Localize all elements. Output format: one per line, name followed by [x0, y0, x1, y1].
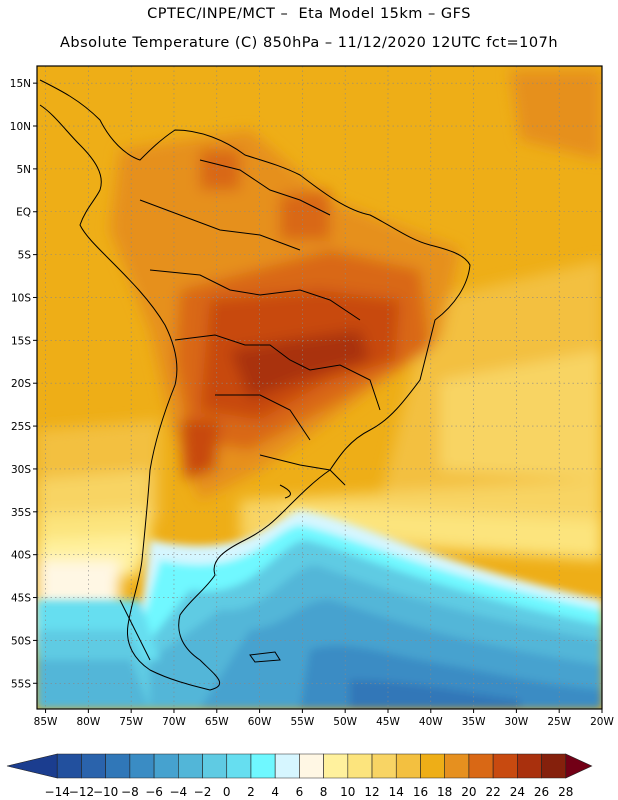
temperature-field — [37, 66, 602, 709]
colorbar-swatch — [395, 753, 421, 779]
colorbar-swatch — [274, 753, 300, 779]
lat-label: EQ — [16, 207, 31, 219]
colorbar-label: 10 — [340, 785, 355, 799]
colorbar-label: −4 — [169, 785, 187, 799]
longitude-labels: 85W 80W 75W 70W 65W 60W 55W 50W 45W 40W 35W 30W 25W 2… — [34, 709, 614, 728]
colorbar-label: 28 — [558, 785, 573, 799]
lon-label: 60W — [248, 716, 272, 728]
colorbar-swatch — [492, 753, 518, 779]
lat-label: 45S — [11, 593, 31, 605]
lon-label: 85W — [34, 716, 58, 728]
colorbar-swatch — [468, 753, 494, 779]
colorbar-label: 2 — [247, 785, 255, 799]
map-gridlines — [37, 66, 602, 709]
colorbar-swatch — [299, 753, 324, 779]
lat-label: 5N — [16, 164, 31, 176]
coastlines — [39, 79, 471, 691]
lon-label: 20W — [590, 716, 614, 728]
colorbar-swatch — [323, 753, 349, 779]
lat-label: 25S — [11, 421, 31, 433]
lat-label: 40S — [11, 550, 31, 562]
lat-label: 10N — [10, 121, 31, 133]
colorbar-swatch — [541, 753, 567, 779]
lon-label: 65W — [205, 716, 229, 728]
colorbar-swatch — [517, 753, 542, 779]
lat-label: 35S — [11, 507, 31, 519]
colorbar-label: 24 — [510, 785, 525, 799]
lon-label: 35W — [462, 716, 486, 728]
colorbar-label: 18 — [437, 785, 452, 799]
colorbar-swatch — [347, 753, 373, 779]
lon-label: 55W — [291, 716, 315, 728]
colorbar-swatch — [6, 753, 58, 779]
colorbar-label: 26 — [534, 785, 549, 799]
colorbar-labels: −14−12−10 −8 −6 −4 −2 0 2 4 6 8 10 12 14 16 18 20 22 24 26… — [45, 785, 574, 799]
colorbar-label: 14 — [389, 785, 404, 799]
lon-label: 30W — [505, 716, 529, 728]
colorbar-label: −12 — [69, 785, 94, 799]
lat-label: 50S — [11, 635, 31, 647]
lon-label: 80W — [76, 716, 100, 728]
colorbar-swatch — [153, 753, 179, 779]
lat-label: 5S — [18, 250, 32, 262]
lon-label: 70W — [162, 716, 186, 728]
colorbar-label: −2 — [194, 785, 212, 799]
lon-label: 45W — [376, 716, 400, 728]
lat-label: 10S — [11, 292, 31, 304]
lat-label: 20S — [11, 378, 31, 390]
colorbar-label: 20 — [461, 785, 476, 799]
colorbar-swatch — [444, 753, 470, 779]
lat-label: 30S — [11, 464, 31, 476]
colorbar-label: −6 — [145, 785, 163, 799]
colorbar-swatch — [105, 753, 131, 779]
lon-label: 40W — [419, 716, 443, 728]
colorbar — [6, 753, 593, 779]
colorbar-label: −14 — [45, 785, 70, 799]
colorbar-swatch — [178, 753, 203, 779]
colorbar-label: 0 — [223, 785, 231, 799]
lat-label: 15S — [11, 335, 31, 347]
colorbar-swatch — [250, 753, 276, 779]
colorbar-swatch — [56, 753, 82, 779]
map-subtitle: Absolute Temperature (C) 850hPa – 11/12/… — [59, 35, 559, 51]
colorbar-swatch — [420, 753, 445, 779]
colorbar-label: 4 — [271, 785, 279, 799]
colorbar-swatch — [81, 753, 106, 779]
map-frame — [36, 65, 603, 710]
map-title: CPTEC/INPE/MCT – Eta Model 15km – GFS — [147, 6, 471, 22]
colorbar-swatch — [202, 753, 228, 779]
colorbar-label: −8 — [121, 785, 139, 799]
colorbar-label: 16 — [413, 785, 428, 799]
lon-label: 25W — [547, 716, 571, 728]
colorbar-swatch — [226, 753, 252, 779]
colorbar-label: 22 — [485, 785, 500, 799]
colorbar-swatch — [371, 753, 397, 779]
colorbar-label: 6 — [296, 785, 304, 799]
lon-label: 50W — [333, 716, 357, 728]
colorbar-label: 8 — [320, 785, 328, 799]
latitude-labels: 15N 10N 5N EQ 5S 10S 15S 20S 25S 30S 35S 40S 45S 50S 5… — [10, 78, 37, 690]
lat-label: 15N — [10, 78, 31, 90]
colorbar-swatch — [565, 753, 593, 779]
colorbar-swatch — [129, 753, 155, 779]
lat-label: 55S — [11, 678, 31, 690]
lon-label: 75W — [119, 716, 143, 728]
colorbar-label: 12 — [364, 785, 379, 799]
colorbar-label: −10 — [93, 785, 118, 799]
